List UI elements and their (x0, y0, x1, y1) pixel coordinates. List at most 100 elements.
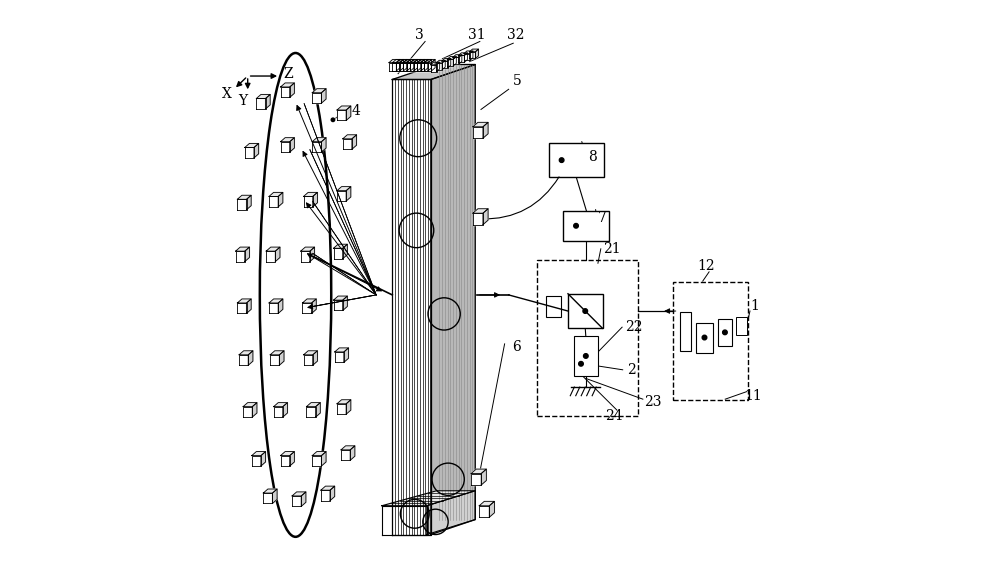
Polygon shape (301, 251, 310, 262)
Text: 1: 1 (750, 300, 759, 313)
Polygon shape (302, 303, 312, 313)
Polygon shape (312, 452, 326, 456)
Polygon shape (321, 89, 326, 103)
Polygon shape (442, 60, 445, 70)
Polygon shape (424, 59, 428, 71)
Polygon shape (290, 452, 294, 466)
Bar (546, 296, 561, 317)
Polygon shape (483, 122, 488, 138)
Bar (673, 282, 748, 400)
Polygon shape (269, 196, 278, 207)
Polygon shape (421, 59, 432, 63)
Polygon shape (396, 59, 400, 71)
Polygon shape (245, 143, 259, 147)
Polygon shape (334, 248, 343, 259)
Polygon shape (453, 56, 456, 66)
Bar (574, 336, 598, 376)
Polygon shape (483, 209, 488, 225)
Polygon shape (407, 63, 414, 71)
Polygon shape (407, 59, 411, 71)
Polygon shape (410, 63, 417, 71)
Polygon shape (431, 62, 440, 65)
Polygon shape (431, 65, 437, 71)
Bar (568, 294, 603, 328)
Text: 12: 12 (697, 259, 715, 273)
Polygon shape (281, 138, 294, 142)
Polygon shape (247, 299, 251, 313)
Polygon shape (290, 83, 294, 97)
Polygon shape (321, 486, 335, 490)
Polygon shape (453, 55, 462, 58)
Bar (537, 260, 638, 416)
Polygon shape (428, 59, 432, 71)
Polygon shape (270, 351, 284, 355)
Polygon shape (263, 489, 277, 493)
Polygon shape (421, 59, 425, 71)
Text: 32: 32 (507, 28, 525, 41)
Polygon shape (263, 493, 272, 503)
Polygon shape (414, 63, 421, 71)
Text: 11: 11 (745, 389, 762, 403)
Polygon shape (471, 473, 481, 485)
Polygon shape (442, 61, 448, 68)
Polygon shape (473, 127, 483, 138)
Circle shape (574, 223, 578, 228)
Polygon shape (396, 59, 407, 63)
Polygon shape (458, 55, 464, 62)
Polygon shape (236, 247, 249, 251)
Polygon shape (396, 63, 403, 71)
Polygon shape (453, 58, 459, 64)
Polygon shape (436, 63, 442, 70)
Polygon shape (278, 299, 283, 313)
Polygon shape (382, 506, 427, 535)
Polygon shape (475, 49, 478, 58)
Polygon shape (427, 491, 475, 535)
Polygon shape (310, 247, 315, 262)
Text: X: X (222, 87, 232, 101)
Polygon shape (442, 58, 451, 61)
Polygon shape (479, 506, 489, 517)
Polygon shape (403, 59, 407, 71)
Polygon shape (304, 196, 313, 207)
Polygon shape (343, 135, 357, 139)
Polygon shape (399, 59, 411, 63)
Polygon shape (337, 404, 346, 414)
Polygon shape (237, 199, 247, 210)
Polygon shape (313, 351, 317, 365)
Polygon shape (337, 106, 351, 110)
Polygon shape (269, 192, 283, 196)
Polygon shape (335, 352, 344, 362)
Polygon shape (392, 59, 404, 63)
Polygon shape (489, 501, 494, 517)
Polygon shape (399, 63, 407, 71)
Polygon shape (270, 355, 279, 365)
Polygon shape (321, 490, 330, 501)
Polygon shape (447, 59, 453, 66)
Polygon shape (312, 93, 321, 103)
Polygon shape (400, 59, 404, 71)
Polygon shape (334, 244, 347, 248)
Polygon shape (334, 300, 343, 310)
Polygon shape (245, 247, 249, 262)
Polygon shape (436, 60, 445, 63)
Polygon shape (389, 59, 400, 63)
Polygon shape (283, 403, 287, 417)
Polygon shape (266, 94, 270, 109)
Circle shape (579, 362, 583, 366)
Polygon shape (304, 351, 317, 355)
Polygon shape (247, 195, 251, 210)
Polygon shape (278, 192, 283, 207)
Polygon shape (312, 456, 321, 466)
Polygon shape (337, 400, 351, 404)
Text: 5: 5 (513, 74, 522, 88)
Polygon shape (448, 58, 451, 68)
Polygon shape (337, 191, 346, 201)
Polygon shape (312, 299, 316, 313)
Polygon shape (316, 403, 320, 417)
Polygon shape (431, 65, 475, 535)
Polygon shape (256, 98, 266, 109)
Bar (680, 312, 691, 351)
Polygon shape (414, 59, 418, 71)
Polygon shape (252, 456, 261, 466)
Bar (549, 143, 604, 177)
